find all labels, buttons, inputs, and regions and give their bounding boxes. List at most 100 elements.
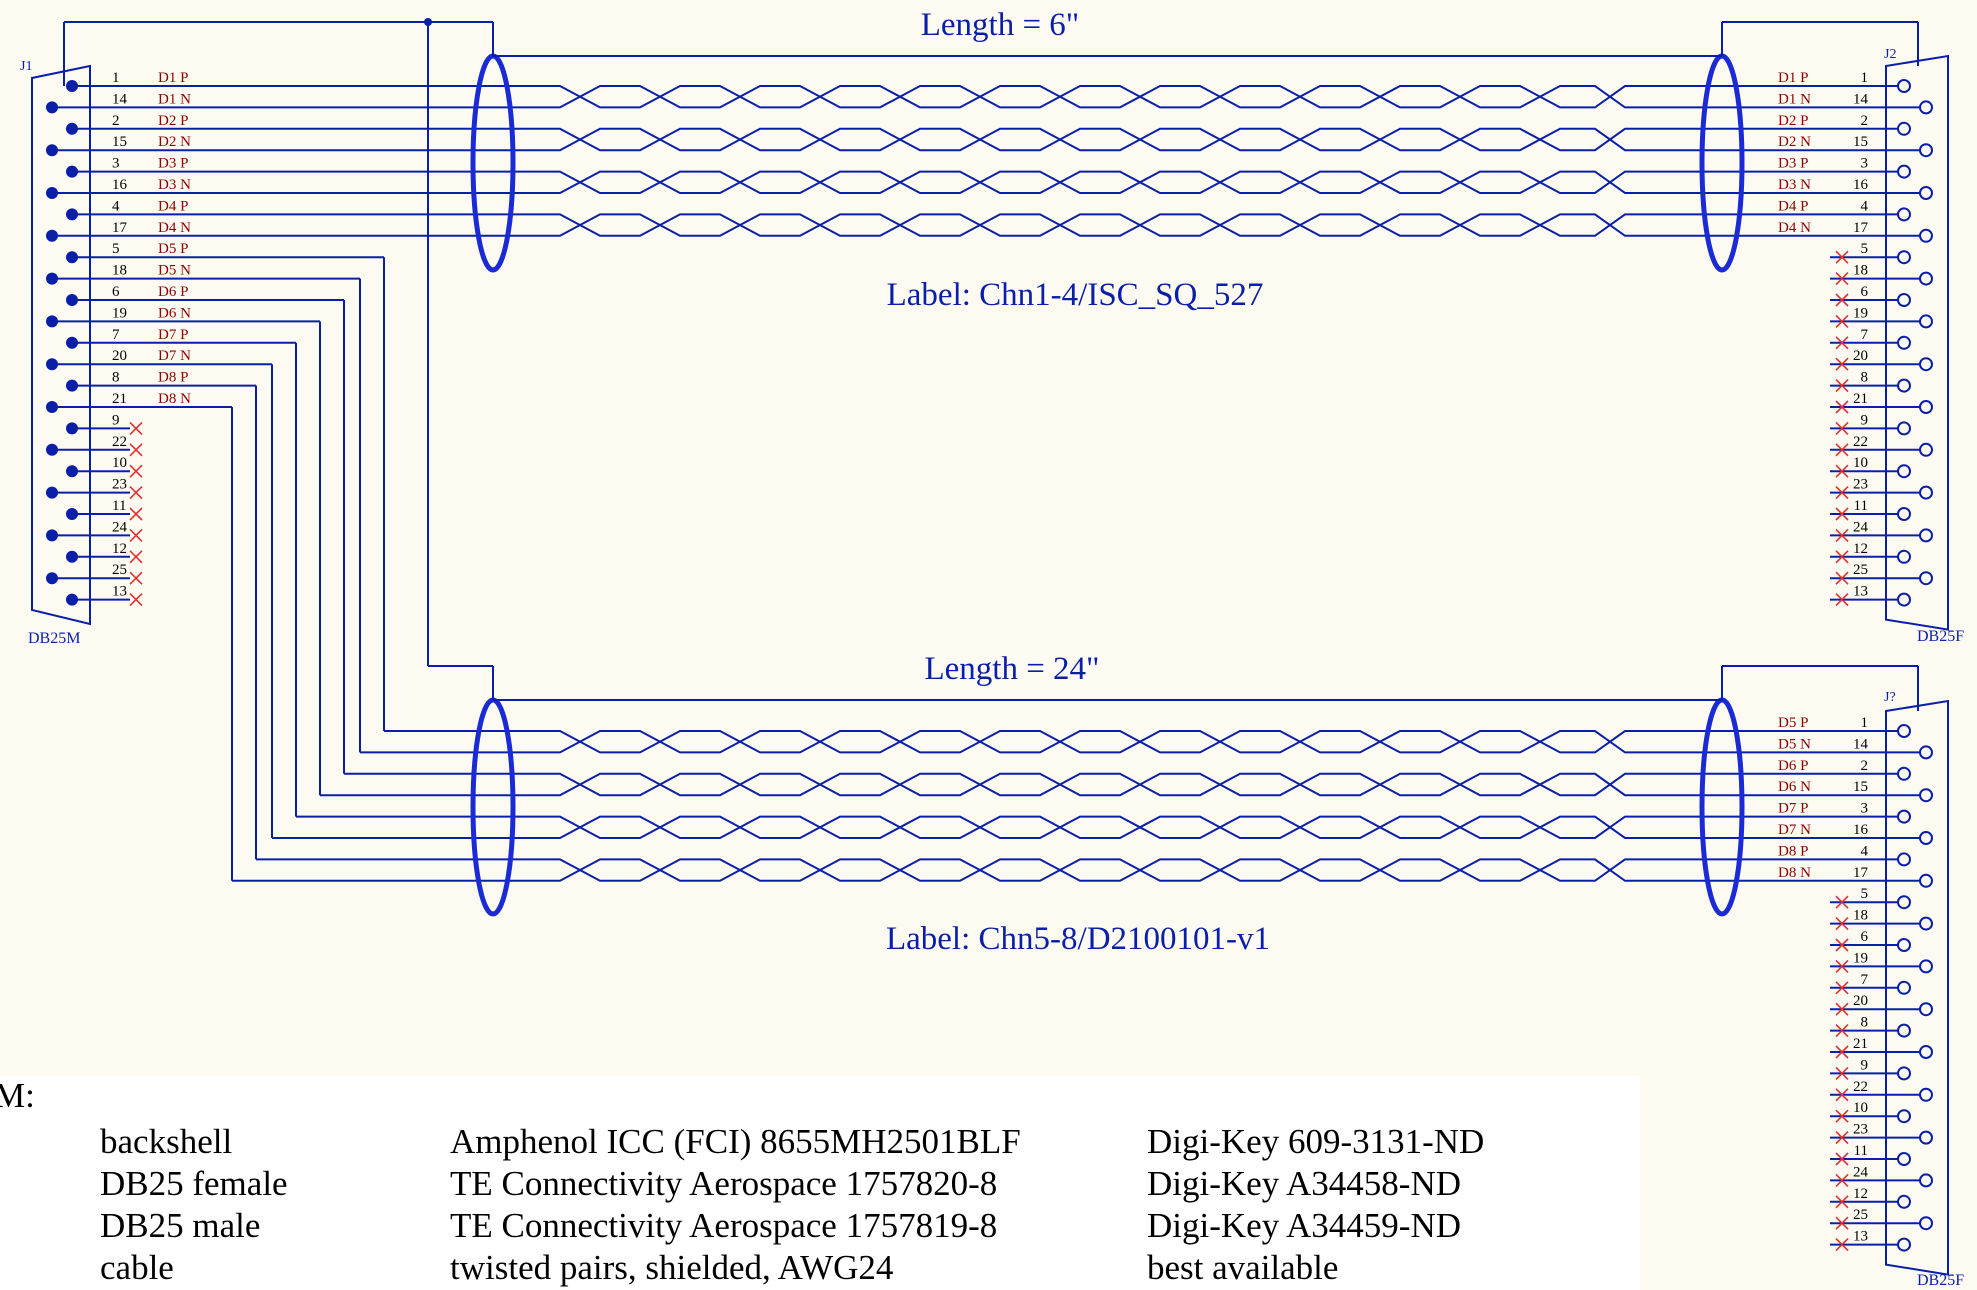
j1-pin-number: 4	[112, 198, 120, 214]
j1-pin-number: 7	[112, 327, 120, 343]
j1-pin-number: 20	[112, 348, 127, 364]
j1-net-label: D6 P	[158, 284, 188, 300]
j1-part-label: DB25M	[28, 630, 80, 647]
j1-net-label: D8 N	[158, 391, 191, 407]
j1-pin-number: 1	[112, 70, 120, 86]
bom-item: DB25 male	[100, 1206, 261, 1245]
j3-net-label: D6 P	[1778, 758, 1808, 774]
bill-of-materials: M: backshell Amphenol ICC (FCI) 8655MH25…	[0, 1076, 1640, 1290]
j1-net-label: D6 N	[158, 305, 191, 321]
no-connect-mark	[1835, 1002, 1849, 1016]
j3-part-label: DB25F	[1917, 1272, 1964, 1289]
bom-part: TE Connectivity Aerospace 1757819-8	[450, 1206, 998, 1245]
no-connect-mark	[1835, 250, 1849, 264]
no-connect-mark	[1835, 528, 1849, 542]
j1-pin-number: 9	[112, 412, 120, 428]
j2-pin-number: 15	[1853, 134, 1868, 150]
j3-pin-contact	[1919, 916, 1933, 931]
cable-2-label: Label: Chn5-8/D2100101-v1	[886, 921, 1270, 957]
cable-1-twisted-pair	[540, 127, 1640, 152]
cable-1-shield-right	[1699, 53, 1745, 273]
j3-pin-contact	[1919, 1130, 1933, 1145]
j3-pin-contact	[1897, 938, 1911, 952]
j3-pin-contact	[1897, 724, 1911, 738]
j1-net-label: D8 P	[158, 370, 188, 386]
no-connect-mark	[129, 421, 143, 435]
cable-1-twisted-pair	[540, 213, 1640, 237]
j3-pin-number: 2	[1861, 758, 1869, 774]
no-connect-mark	[1835, 314, 1849, 328]
j2-pin-number: 14	[1853, 91, 1869, 107]
no-connect-mark	[1835, 1173, 1849, 1187]
no-connect-mark	[129, 443, 143, 457]
no-connect-mark	[1835, 272, 1849, 286]
cable-2-twisted-pair	[540, 858, 1640, 882]
j2-net-label: D2 P	[1778, 113, 1808, 129]
j1-net-label: D1 N	[158, 91, 191, 107]
cable-2-shield-right	[1699, 697, 1745, 917]
j2-pin-contact	[1897, 164, 1911, 179]
no-connect-mark	[1835, 1195, 1849, 1209]
no-connect-mark	[1835, 357, 1849, 371]
j2-pin-number: 22	[1853, 434, 1868, 450]
j3-pin-contact	[1897, 1194, 1911, 1209]
j3-net-label: D5 N	[1778, 736, 1811, 752]
j3-pin-number: 22	[1853, 1079, 1868, 1095]
no-connect-mark	[1835, 1066, 1849, 1080]
j2-pin-contact	[1919, 400, 1933, 414]
j2-net-label: D2 N	[1778, 134, 1811, 150]
cable-2-twisted-pair	[540, 815, 1640, 839]
j3-pin-number: 19	[1853, 950, 1868, 966]
j3-pin-number: 24	[1853, 1164, 1869, 1180]
j3-pin-contact	[1897, 895, 1911, 910]
cable-2-twisted-pair	[540, 858, 1640, 882]
connectors-layer	[31, 54, 1949, 1276]
no-connect-mark	[1835, 917, 1849, 931]
j2-pin-contact	[1919, 357, 1933, 372]
j3-pin-contact	[1897, 1066, 1911, 1081]
j1-pin-number: 16	[112, 177, 128, 193]
j2-net-label: D3 N	[1778, 177, 1811, 193]
j1-ref-label: J1	[20, 59, 32, 74]
j3-ref-label: J?	[1884, 690, 1896, 705]
no-connect-mark	[129, 486, 143, 500]
j2-pin-number: 12	[1853, 541, 1868, 557]
bom-vendor: Digi-Key 609-3131-ND	[1147, 1122, 1485, 1161]
j3-pin-contact	[1919, 1045, 1933, 1059]
no-connect-mark	[1835, 1238, 1849, 1252]
j3-pin-contact	[1897, 1237, 1911, 1252]
no-connect-mark	[1835, 1131, 1849, 1145]
j3-pin-number: 6	[1861, 929, 1869, 945]
j2-pin-contact	[1897, 207, 1911, 222]
no-connect-mark	[1835, 1024, 1849, 1038]
no-connect-mark	[1835, 507, 1849, 521]
j1-pin-number: 17	[112, 220, 128, 236]
j1-net-label: D5 N	[158, 263, 191, 279]
j2-pin-number: 21	[1853, 391, 1868, 407]
j2-connector-body	[1885, 54, 1949, 631]
no-connect-mark	[1835, 959, 1849, 973]
j2-net-label: D3 P	[1778, 156, 1808, 172]
j2-pin-number: 1	[1861, 70, 1869, 86]
cable-2-twisted-pair	[540, 815, 1640, 839]
j1-pin-number: 14	[112, 91, 128, 107]
j3-connector-body	[1885, 699, 1949, 1276]
bom-item: cable	[100, 1248, 174, 1287]
j2-pin-contact	[1919, 314, 1933, 329]
no-connect-mark	[1835, 1109, 1849, 1123]
no-connect-mark	[129, 593, 143, 607]
j3-pin-number: 10	[1853, 1100, 1868, 1116]
j3-pin-number: 16	[1853, 822, 1869, 838]
no-connect-mark	[1835, 1088, 1849, 1102]
j3-net-label: D8 N	[1778, 865, 1811, 881]
cable-2-twisted-pair	[540, 772, 1640, 797]
j2-net-label: D1 P	[1778, 70, 1808, 86]
j1-pin-number: 18	[112, 263, 127, 279]
j2-pin-number: 16	[1853, 177, 1869, 193]
wires-layer	[63, 18, 1919, 917]
j2-pin-number: 19	[1853, 305, 1868, 321]
j2-pin-number: 13	[1853, 584, 1868, 600]
cable-2-twisted-pair	[540, 730, 1640, 754]
no-connect-mark	[1835, 293, 1849, 307]
